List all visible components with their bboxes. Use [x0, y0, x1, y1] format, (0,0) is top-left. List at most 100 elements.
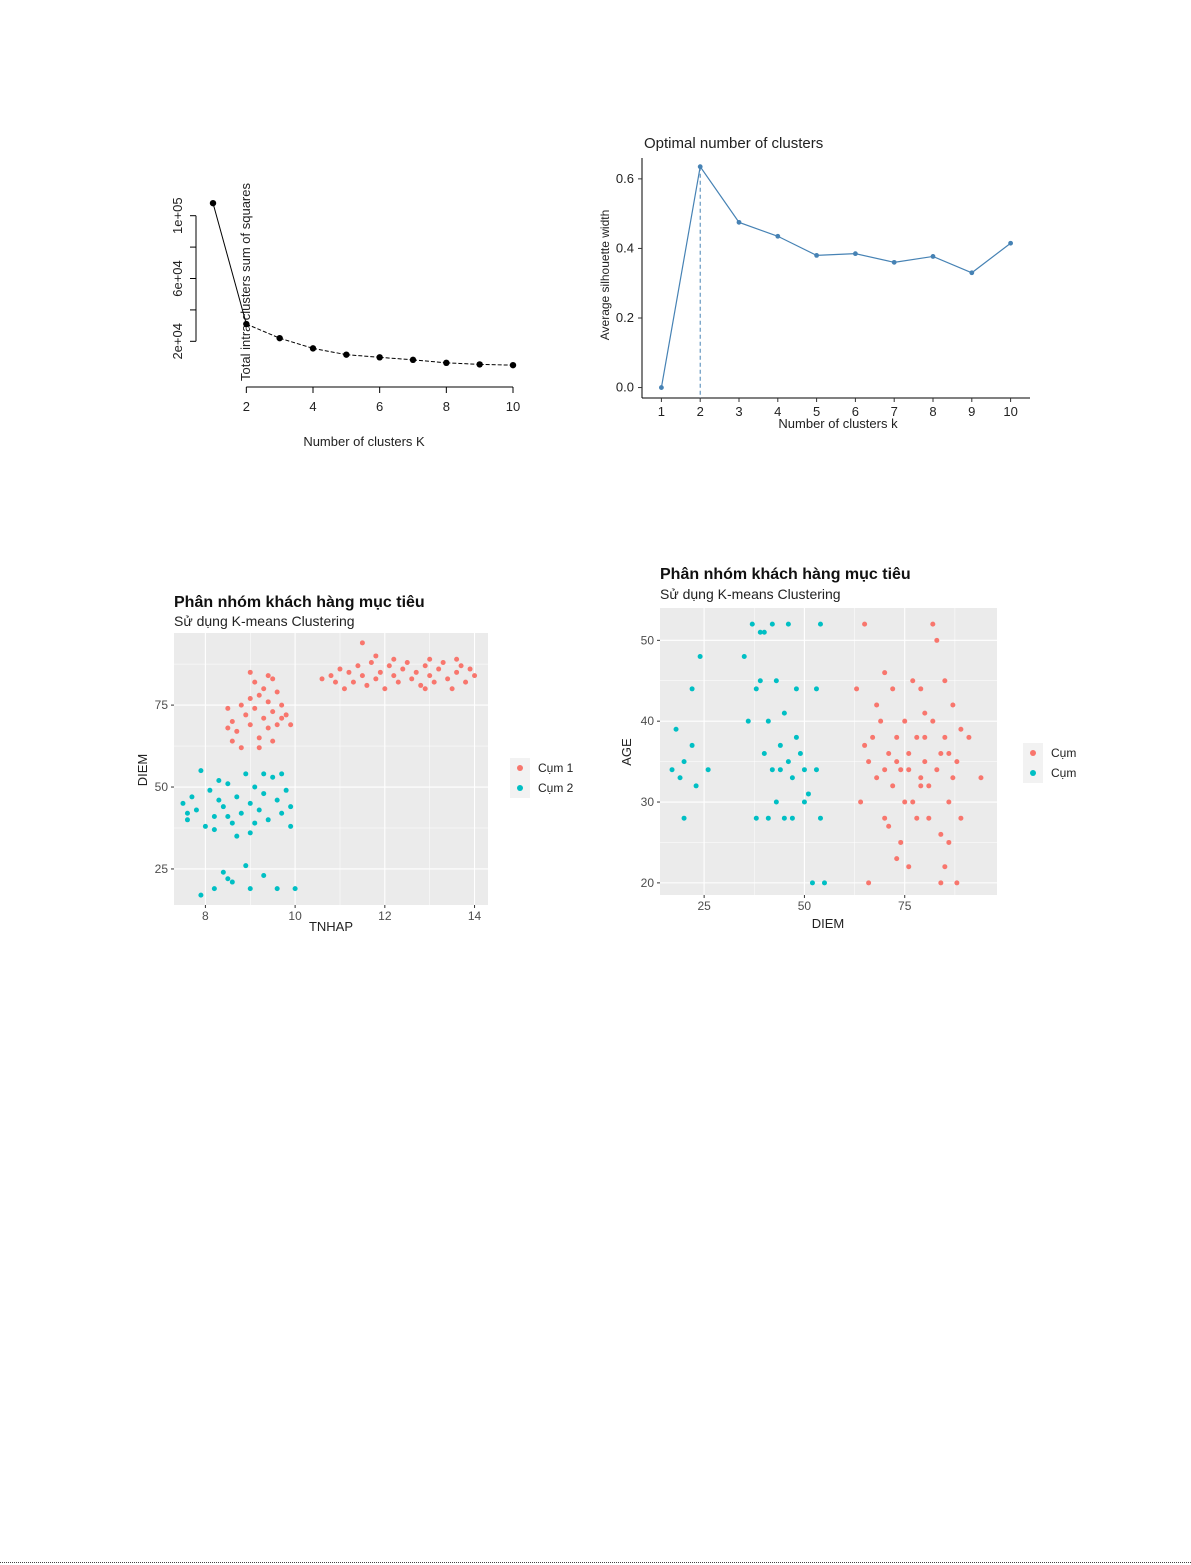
scatter-point-cluster1: [890, 686, 896, 692]
scatter-point-cluster2: [705, 767, 711, 773]
silhouette-xtick-label: 8: [929, 404, 936, 419]
scatter-point-cluster1: [454, 669, 460, 675]
plot-panel: [174, 633, 488, 905]
scatter-point-cluster1: [862, 621, 868, 627]
scatter-point-cluster1: [954, 880, 960, 886]
scatter-point-cluster1: [252, 679, 258, 685]
scatter-point-cluster1: [926, 815, 932, 821]
scatter-point-cluster1: [350, 679, 356, 685]
scatter-point-cluster1: [914, 815, 920, 821]
scatter-point-cluster2: [789, 775, 795, 781]
legend-marker: [1030, 770, 1036, 776]
silhouette-xtick-label: 9: [968, 404, 975, 419]
scatter-point-cluster2: [805, 791, 811, 797]
scatter-point-cluster2: [749, 621, 755, 627]
scatter-point-cluster1: [874, 775, 880, 781]
scatter-point-cluster1: [938, 831, 944, 837]
scatter-point-cluster1: [894, 734, 900, 740]
scatter-point-cluster2: [769, 621, 775, 627]
scatter-point-cluster2: [225, 876, 231, 882]
scatter-point-cluster2: [261, 791, 267, 797]
elbow-ytick-label: 6e+04: [170, 260, 185, 297]
silhouette-point: [969, 270, 975, 276]
elbow-line-segment: [279, 337, 314, 349]
scatter-point-cluster1: [914, 734, 920, 740]
scatter-point-cluster2: [689, 686, 695, 692]
scatter-point-cluster2: [793, 734, 799, 740]
silhouette-point: [853, 251, 858, 257]
scatter-point-cluster1: [954, 759, 960, 765]
scatter-point-cluster2: [220, 869, 226, 875]
scatter-point-cluster1: [288, 722, 294, 728]
scatter-point-cluster1: [882, 767, 888, 773]
scatter-point-cluster1: [332, 679, 338, 685]
scatter-point-cluster1: [238, 745, 244, 751]
scatter-point-cluster2: [261, 873, 267, 879]
scatter-point-cluster1: [265, 725, 271, 731]
scatter-point-cluster1: [346, 669, 352, 675]
scatter-point-cluster1: [950, 702, 956, 708]
elbow-chart: Total intra-clusters sum of squares Numb…: [170, 183, 520, 449]
elbow-point: [409, 356, 417, 364]
scatter-point-cluster1: [229, 738, 235, 744]
ytick-label: 20: [641, 876, 655, 890]
scatter-point-cluster2: [283, 787, 289, 793]
scatter-point-cluster2: [256, 807, 262, 813]
scatter-point-cluster2: [198, 768, 204, 774]
elbow-point: [476, 361, 483, 368]
scatter-point-cluster1: [942, 864, 948, 870]
scatter-point-cluster1: [319, 676, 325, 682]
scatter-point-cluster1: [247, 669, 253, 675]
scatter-point-cluster1: [922, 710, 928, 716]
scatter-point-cluster1: [472, 673, 478, 679]
scatter-point-cluster1: [918, 686, 924, 692]
scatter-point-cluster1: [265, 673, 271, 679]
legend-marker: [1030, 750, 1036, 756]
scatter-point-cluster1: [862, 742, 868, 748]
scatter-point-cluster1: [906, 864, 912, 870]
scatter-point-cluster2: [697, 654, 703, 660]
scatter-point-cluster1: [256, 745, 262, 751]
scatter-point-cluster1: [966, 734, 972, 740]
plot-panel: [660, 608, 997, 895]
scatter-point-cluster1: [359, 640, 365, 646]
scatter-point-cluster2: [809, 880, 815, 886]
elbow-xtick-label: 2: [243, 399, 250, 414]
scatter-point-cluster1: [409, 676, 415, 682]
scatter-point-cluster2: [785, 759, 791, 765]
scatter-point-cluster1: [229, 718, 235, 724]
silhouette-ytick-label: 0.0: [616, 380, 634, 395]
elbow-xtick-label: 10: [506, 399, 520, 414]
scatter-point-cluster2: [681, 815, 687, 821]
scatter-point-cluster2: [247, 800, 253, 806]
scatter-point-cluster1: [882, 815, 888, 821]
scatter-point-cluster2: [220, 804, 226, 810]
silhouette-xtick-label: 3: [735, 404, 742, 419]
scatter-point-cluster2: [813, 686, 819, 692]
scatter-point-cluster1: [391, 673, 397, 679]
scatter-point-cluster1: [436, 666, 442, 672]
xtick-label: 50: [798, 899, 812, 913]
scatter-point-cluster1: [238, 702, 244, 708]
scatter-point-cluster1: [938, 880, 944, 886]
scatter-point-cluster2: [817, 621, 823, 627]
elbow-xlabel: Number of clusters K: [303, 434, 425, 449]
silhouette-point: [891, 259, 897, 265]
scatter-point-cluster1: [902, 718, 908, 724]
scatter-point-cluster1: [950, 775, 956, 781]
xtick-label: 8: [202, 909, 209, 923]
legend-label: Cụm 2: [538, 781, 574, 795]
scatter-point-cluster2: [773, 799, 779, 805]
scatter-point-cluster2: [274, 886, 280, 892]
scatter-point-cluster1: [874, 702, 880, 708]
scatter-point-cluster2: [773, 678, 779, 684]
scatter-point-cluster2: [211, 827, 217, 833]
scatter-point-cluster1: [918, 775, 924, 781]
elbow-xtick-label: 8: [443, 399, 450, 414]
scatter-point-cluster1: [454, 656, 460, 662]
scatter-point-cluster1: [373, 676, 379, 682]
scatter-point-cluster1: [934, 767, 940, 773]
scatter-point-cluster2: [757, 678, 763, 684]
silhouette-line: [660, 165, 1011, 388]
elbow-point: [209, 199, 217, 207]
